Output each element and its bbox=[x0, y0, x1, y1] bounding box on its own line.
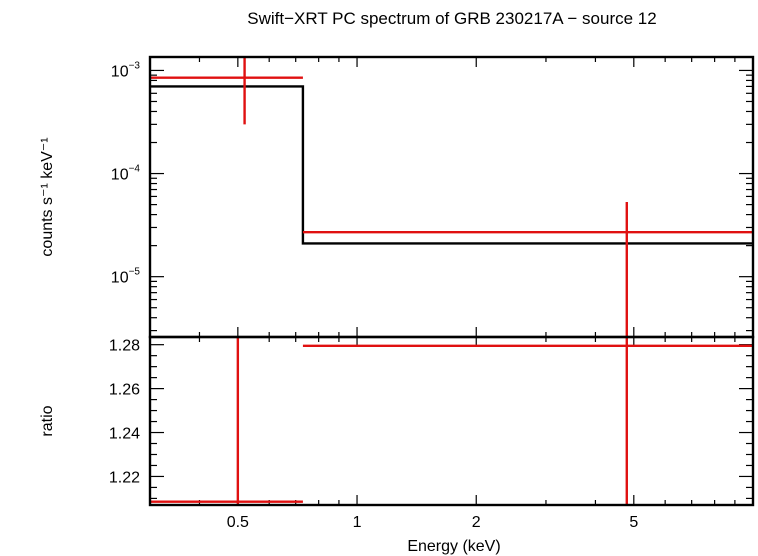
ratio-frame bbox=[148, 335, 755, 507]
chart-title: Swift−XRT PC spectrum of GRB 230217A − s… bbox=[247, 9, 656, 28]
x-tick-label: 5 bbox=[629, 514, 638, 531]
model-step-line bbox=[150, 85, 753, 245]
y-tick-label: 10−5 bbox=[111, 267, 141, 287]
spectrum-y-axis-label: counts s⁻¹ keV⁻¹ bbox=[39, 137, 56, 256]
y-tick-label: 1.26 bbox=[109, 382, 140, 399]
x-tick-label: 2 bbox=[472, 514, 481, 531]
x-axis-label: Energy (keV) bbox=[407, 538, 500, 555]
y-tick-label: 1.28 bbox=[109, 338, 140, 355]
x-tick-label: 1 bbox=[353, 514, 362, 531]
y-tick-label: 1.22 bbox=[109, 469, 140, 486]
y-tick-label: 1.24 bbox=[109, 426, 140, 443]
ratio-y-axis-label: ratio bbox=[39, 405, 56, 436]
x-tick-label: 0.5 bbox=[227, 514, 249, 531]
spectrum-frame bbox=[148, 55, 755, 339]
y-tick-label: 10−4 bbox=[111, 164, 141, 184]
y-tick-label: 10−3 bbox=[111, 60, 141, 80]
